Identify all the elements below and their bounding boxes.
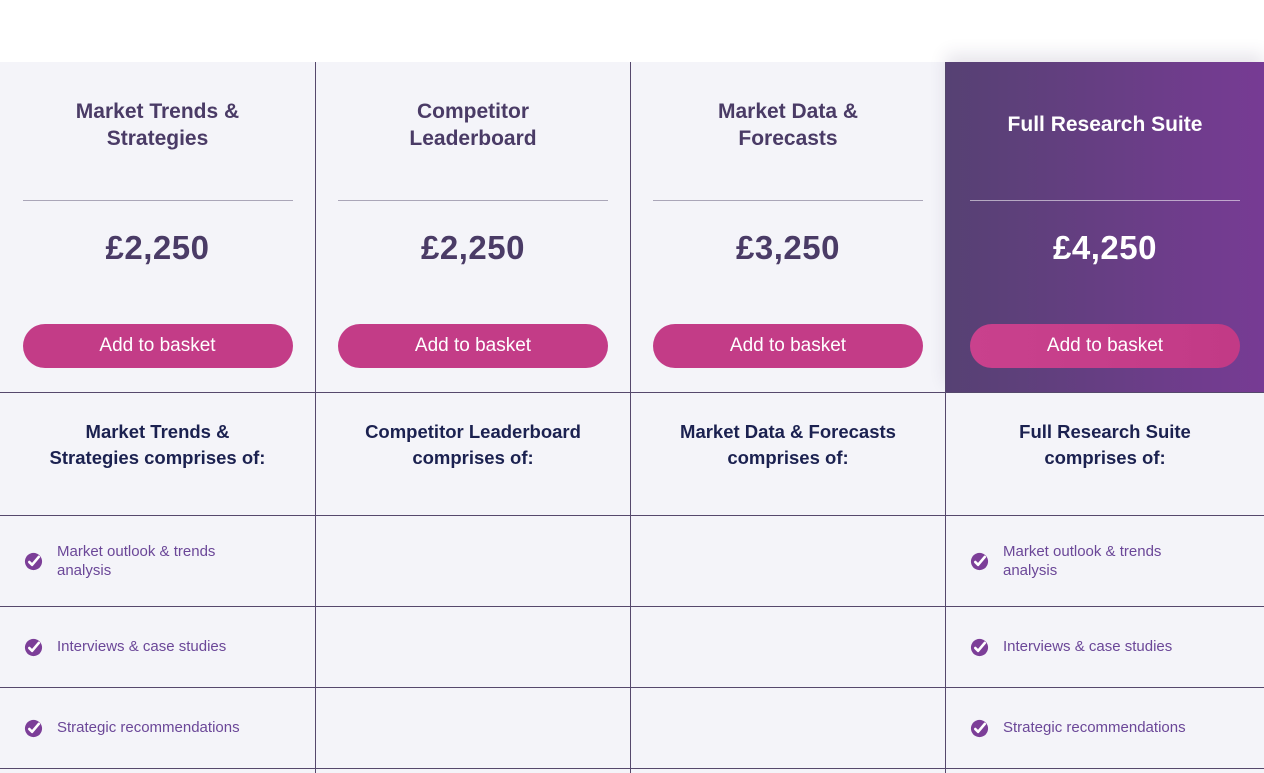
comprises-heading-full-research-suite: Full Research Suite comprises of: xyxy=(946,392,1264,515)
check-icon xyxy=(24,638,43,656)
feature-label: Strategic recommendations xyxy=(57,719,240,737)
comprises-heading-competitor-leaderboard: Competitor Leaderboard comprises of: xyxy=(316,392,631,515)
card-divider xyxy=(970,200,1240,201)
check-icon xyxy=(970,638,989,656)
feature-label: Market outlook & trends analysis xyxy=(57,542,216,580)
feature-cell-empty xyxy=(316,606,631,687)
feature-row-market-outlook: Market outlook & trends analysis xyxy=(946,515,1264,606)
feature-cell-empty xyxy=(631,687,946,769)
feature-row-strategic: Strategic recommendations xyxy=(0,687,316,769)
feature-row-interviews: Interviews & case studies xyxy=(0,606,316,687)
feature-label: Interviews & case studies xyxy=(1003,638,1173,656)
check-icon xyxy=(24,719,43,737)
table-bottom-filler xyxy=(946,769,1264,773)
pricing-card-full-research-suite: Full Research Suite £4,250 Add to basket xyxy=(946,62,1264,392)
plan-price: £2,250 xyxy=(421,229,525,266)
add-to-basket-button[interactable]: Add to basket xyxy=(338,324,608,368)
pricing-table: Market Trends & Strategies £2,250 Add to… xyxy=(0,62,1264,773)
feature-label: Interviews & case studies xyxy=(57,638,227,656)
plan-title: Competitor Leaderboard xyxy=(409,100,537,150)
feature-row-interviews: Interviews & case studies xyxy=(946,606,1264,687)
table-bottom-filler xyxy=(316,769,631,773)
page-top-whitespace xyxy=(0,0,1264,62)
feature-cell-empty xyxy=(631,515,946,606)
plan-title: Full Research Suite xyxy=(1007,113,1203,137)
feature-cell-empty xyxy=(316,515,631,606)
card-divider xyxy=(653,200,923,201)
feature-label: Strategic recommendations xyxy=(1003,719,1186,737)
plan-title: Market Data & Forecasts xyxy=(717,100,859,150)
add-to-basket-button[interactable]: Add to basket xyxy=(22,324,293,368)
feature-row-market-outlook: Market outlook & trends analysis xyxy=(0,515,316,606)
card-divider xyxy=(338,200,608,201)
card-divider xyxy=(22,200,293,201)
comprises-heading-market-data: Market Data & Forecasts comprises of: xyxy=(631,392,946,515)
check-icon xyxy=(970,552,989,570)
pricing-card-market-data: Market Data & Forecasts £3,250 Add to ba… xyxy=(631,62,946,392)
comprises-heading-market-trends: Market Trends & Strategies comprises of: xyxy=(0,392,316,515)
plan-title: Market Trends & Strategies xyxy=(75,100,240,150)
feature-cell-empty xyxy=(631,606,946,687)
plan-price: £3,250 xyxy=(736,229,840,266)
table-bottom-filler xyxy=(631,769,946,773)
add-to-basket-button[interactable]: Add to basket xyxy=(653,324,923,368)
feature-row-strategic: Strategic recommendations xyxy=(946,687,1264,769)
table-bottom-filler xyxy=(0,769,316,773)
check-icon xyxy=(24,552,43,570)
pricing-card-market-trends: Market Trends & Strategies £2,250 Add to… xyxy=(0,62,316,392)
add-to-basket-button[interactable]: Add to basket xyxy=(970,324,1240,368)
pricing-card-competitor-leaderboard: Competitor Leaderboard £2,250 Add to bas… xyxy=(316,62,631,392)
check-icon xyxy=(970,719,989,737)
feature-cell-empty xyxy=(316,687,631,769)
plan-price: £4,250 xyxy=(1053,229,1157,266)
plan-price: £2,250 xyxy=(105,229,210,266)
feature-label: Market outlook & trends analysis xyxy=(1003,542,1162,580)
